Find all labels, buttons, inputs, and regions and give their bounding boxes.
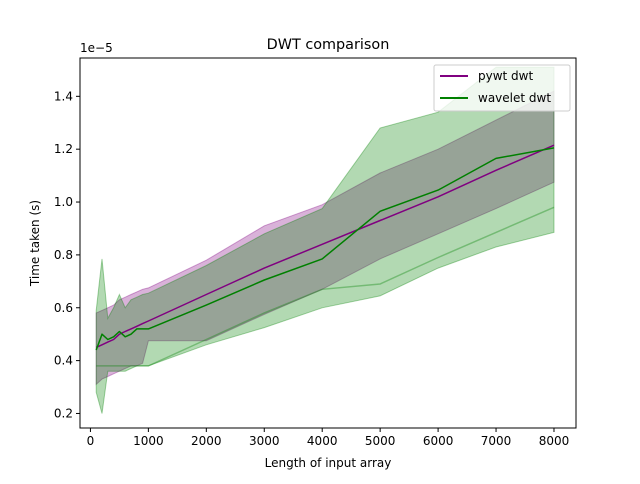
y-tick-label: 0.6 xyxy=(54,301,73,315)
axes-frame xyxy=(79,57,577,429)
y-tick-label: 0.2 xyxy=(54,406,73,420)
series-line-wavelet-dwt xyxy=(95,147,555,351)
y-tick-label: 1.2 xyxy=(54,142,73,156)
x-tick-label: 6000 xyxy=(423,434,454,448)
x-tick-label: 1000 xyxy=(133,434,164,448)
legend-label-wavelet-dwt: wavelet dwt xyxy=(478,91,551,105)
series-line-pywt-dwt xyxy=(95,144,555,349)
chart-title: DWT comparison xyxy=(267,37,390,53)
error-band-wavelet-dwt xyxy=(95,66,555,414)
x-tick-label: 2000 xyxy=(191,434,222,448)
y-tick-label: 0.8 xyxy=(54,248,73,262)
legend-label-pywt-dwt: pywt dwt xyxy=(478,69,533,83)
x-tick-label: 8000 xyxy=(539,434,570,448)
y-tick-label: 0.4 xyxy=(54,354,73,368)
y-tick-label: 1.0 xyxy=(54,195,73,209)
x-tick-label: 3000 xyxy=(249,434,280,448)
legend: pywt dwt wavelet dwt xyxy=(433,64,571,112)
error-bands xyxy=(95,66,555,414)
x-axis-ticks: 0 1000 2000 3000 4000 5000 6000 7000 8000 xyxy=(87,428,570,448)
x-tick-label: 4000 xyxy=(307,434,338,448)
y-axis-ticks: 0.2 0.4 0.6 0.8 1.0 1.2 1.4 xyxy=(54,89,80,420)
x-axis-label: Length of input array xyxy=(265,456,392,470)
x-tick-label: 7000 xyxy=(481,434,512,448)
y-axis-label: Time taken (s) xyxy=(28,200,42,287)
y-offset-label: 1e−5 xyxy=(80,41,113,55)
series-lines xyxy=(95,144,555,351)
y-tick-label: 1.4 xyxy=(54,89,73,103)
x-tick-label: 5000 xyxy=(365,434,396,448)
error-band-pywt-dwt xyxy=(95,90,555,386)
x-tick-label: 0 xyxy=(87,434,95,448)
lower-trend-wavelet-dwt xyxy=(96,206,555,367)
